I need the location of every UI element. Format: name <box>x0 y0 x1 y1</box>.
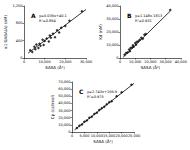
svg-text:B: B <box>127 12 132 19</box>
svg-text:5,000: 5,000 <box>79 134 89 138</box>
svg-text:10,000: 10,000 <box>91 134 103 138</box>
svg-text:15,000: 15,000 <box>103 134 115 138</box>
svg-text:10,000: 10,000 <box>58 123 70 127</box>
svg-text:10,000: 10,000 <box>129 60 141 64</box>
svg-text:40,000: 40,000 <box>58 101 70 105</box>
svg-text:0: 0 <box>23 60 25 64</box>
svg-text:50,000: 50,000 <box>58 94 70 98</box>
svg-text:40,000: 40,000 <box>106 4 118 8</box>
svg-text:20,000: 20,000 <box>144 60 156 64</box>
svg-text:α1 GABA(A) (nM): α1 GABA(A) (nM) <box>3 15 8 49</box>
svg-text:40,000: 40,000 <box>175 60 187 64</box>
svg-text:70,000: 70,000 <box>58 80 70 84</box>
svg-text:0: 0 <box>20 56 23 60</box>
svg-text:1,200: 1,200 <box>12 4 22 8</box>
svg-text:10,000: 10,000 <box>39 60 51 64</box>
svg-text:20,000: 20,000 <box>59 60 71 64</box>
svg-text:C: C <box>79 88 84 95</box>
svg-text:y=1.148x-1813: y=1.148x-1813 <box>135 14 162 18</box>
svg-text:R²=0.975: R²=0.975 <box>87 95 104 99</box>
svg-text:y=0.036x+40.1: y=0.036x+40.1 <box>39 14 67 18</box>
svg-text:10,000: 10,000 <box>106 43 118 47</box>
svg-text:20,000: 20,000 <box>106 30 118 34</box>
svg-text:20,000: 20,000 <box>58 116 70 120</box>
svg-text:R²=0.864: R²=0.864 <box>39 19 57 23</box>
svg-text:25,000: 25,000 <box>128 134 140 138</box>
svg-text:R²=0.931: R²=0.931 <box>135 19 152 23</box>
svg-text:0: 0 <box>71 134 73 138</box>
svg-text:SASA (Å²): SASA (Å²) <box>141 65 161 70</box>
svg-text:30,000: 30,000 <box>58 109 70 113</box>
svg-text:SASA (Å²): SASA (Å²) <box>93 139 113 144</box>
svg-text:y=2.743x+166.9: y=2.743x+166.9 <box>87 90 117 94</box>
svg-text:30,000: 30,000 <box>80 60 92 64</box>
svg-text:0: 0 <box>116 56 119 60</box>
svg-text:60,000: 60,000 <box>58 87 70 91</box>
svg-text:0: 0 <box>119 60 121 64</box>
svg-text:400: 400 <box>16 39 23 43</box>
svg-text:800: 800 <box>16 21 23 25</box>
svg-text:Cp (cal/mol): Cp (cal/mol) <box>50 94 55 119</box>
svg-text:SASA (Å²): SASA (Å²) <box>45 65 65 70</box>
svg-text:0: 0 <box>68 130 71 134</box>
svg-text:Kd (nM): Kd (nM) <box>98 24 103 40</box>
svg-text:30,000: 30,000 <box>160 60 172 64</box>
svg-text:A: A <box>31 12 36 19</box>
svg-text:30,000: 30,000 <box>106 17 118 21</box>
svg-text:20,000: 20,000 <box>115 134 127 138</box>
